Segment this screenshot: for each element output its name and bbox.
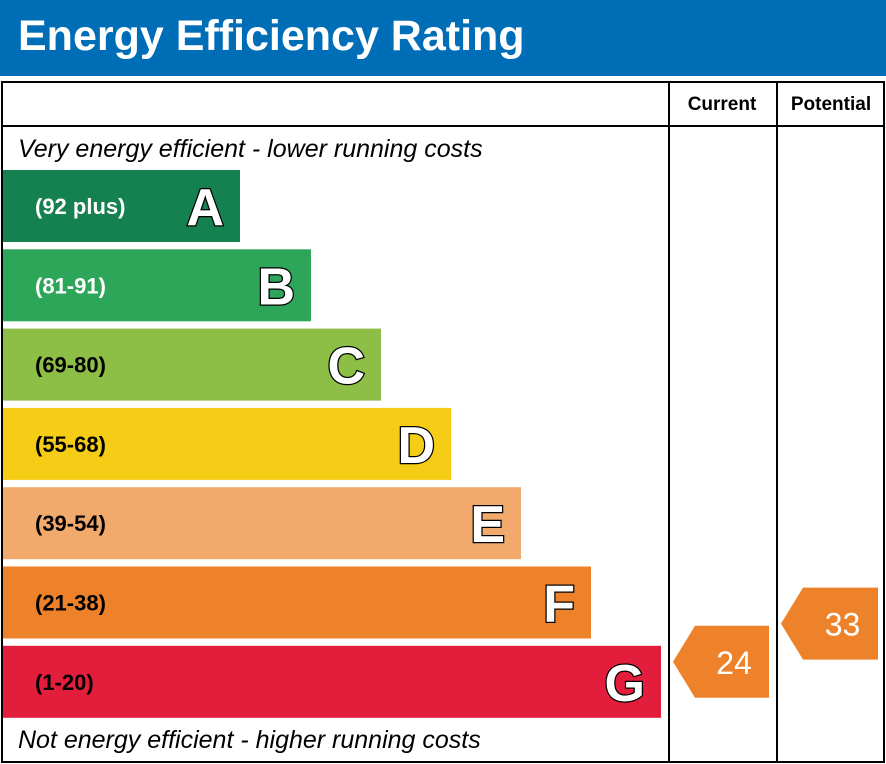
band-a-letter: A — [186, 179, 224, 237]
band-d-bar — [3, 407, 451, 480]
current-rating-arrow — [673, 625, 769, 698]
band-c-letter: C — [327, 338, 365, 396]
potential-rating-arrow — [781, 587, 878, 660]
potential-rating-value: 33 — [825, 607, 861, 643]
band-g-letter: G — [605, 655, 645, 713]
band-e-bar — [3, 487, 521, 560]
chart-title: Energy Efficiency Rating — [18, 12, 525, 60]
band-b-letter: B — [257, 258, 295, 316]
band-f-bar — [3, 566, 591, 639]
table-frame — [1, 81, 885, 763]
band-d-letter: D — [397, 417, 435, 475]
rating-bands: (92 plus) A (81-91) B (69-80) C (55-68) D (39-54… — [3, 170, 661, 718]
column-header-current: Current — [688, 94, 757, 115]
band-a-bar — [3, 170, 240, 242]
band-b-bar — [3, 249, 311, 322]
band-f-letter: F — [543, 576, 575, 634]
band-e-letter: E — [470, 496, 505, 554]
current-rating-value: 24 — [716, 645, 752, 681]
band-b-range: (81-91) — [35, 273, 106, 298]
bottom-note: Not energy efficient - higher running co… — [18, 726, 481, 754]
band-a-range: (92 plus) — [35, 194, 125, 219]
rating-indicators: 24 33 — [673, 587, 878, 698]
band-e-range: (39-54) — [35, 511, 106, 536]
band-c-bar — [3, 328, 381, 401]
top-note: Very energy efficient - lower running co… — [18, 135, 483, 163]
band-g-bar — [3, 645, 661, 718]
band-c-range: (69-80) — [35, 353, 106, 378]
column-header-potential: Potential — [791, 94, 871, 115]
band-d-range: (55-68) — [35, 432, 106, 457]
band-f-range: (21-38) — [35, 591, 106, 616]
title-bar: Energy Efficiency Rating — [0, 0, 886, 76]
band-g-range: (1-20) — [35, 670, 94, 695]
